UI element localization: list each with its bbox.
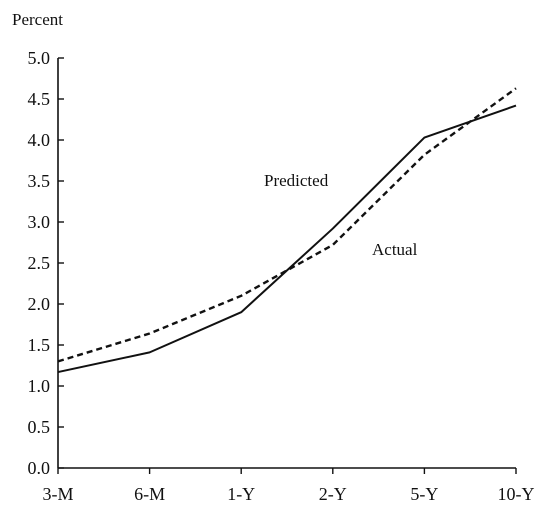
x-tick-label: 10-Y <box>498 484 535 504</box>
y-axis-unit-label: Percent <box>12 10 63 29</box>
x-tick-label: 2-Y <box>319 484 347 504</box>
x-tick-label: 1-Y <box>227 484 255 504</box>
x-tick-label: 5-Y <box>410 484 438 504</box>
y-tick-label: 1.5 <box>28 335 51 355</box>
y-tick-label: 0.5 <box>28 417 51 437</box>
y-tick-label: 4.0 <box>28 130 51 150</box>
y-tick-label: 2.0 <box>28 294 51 314</box>
x-tick-label: 6-M <box>134 484 165 504</box>
y-tick-label: 4.5 <box>28 89 51 109</box>
annotation-actual: Actual <box>372 240 418 259</box>
series-lines <box>57 87 517 374</box>
series-line-predicted <box>57 104 517 374</box>
y-tick-label: 0.0 <box>28 458 51 478</box>
y-tick-label: 5.0 <box>28 48 51 68</box>
x-axis-ticks: 3-M 6-M 1-Y 2-Y 5-Y 10-Y <box>43 468 535 504</box>
y-tick-label: 2.5 <box>28 253 51 273</box>
x-tick-label: 3-M <box>43 484 74 504</box>
annotation-predicted: Predicted <box>264 171 329 190</box>
y-tick-label: 3.5 <box>28 171 51 191</box>
y-tick-label: 3.0 <box>28 212 51 232</box>
y-tick-label: 1.0 <box>28 376 51 396</box>
y-axis-ticks: 0.0 0.5 1.0 1.5 2.0 2.5 3.0 3.5 4.0 4.5 5.0 <box>28 48 64 478</box>
